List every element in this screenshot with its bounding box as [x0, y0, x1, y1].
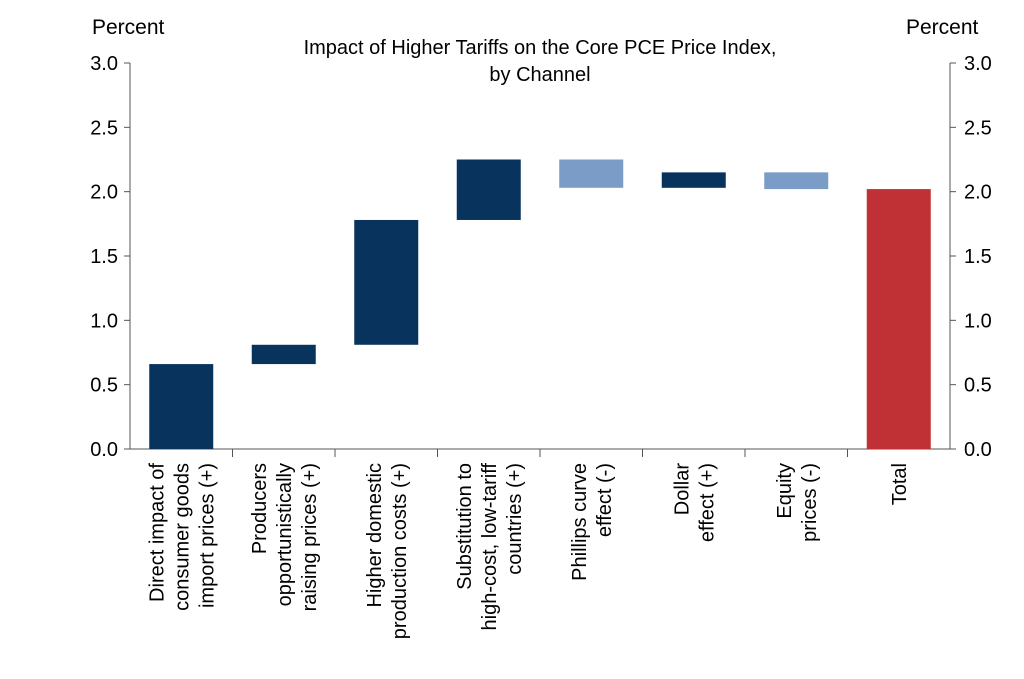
category-label-line: effect (-)	[594, 463, 616, 537]
bar-6	[661, 172, 726, 188]
category-label: Substitution to high-cost, low-tariff coun…	[454, 463, 526, 631]
bar-7	[764, 172, 829, 190]
category-label-line: Total	[889, 463, 911, 505]
category-label-line: Substitution to	[454, 463, 476, 590]
left-y-tick-label: 0.0	[90, 439, 118, 461]
right-y-tick-label: 2.5	[964, 117, 992, 139]
category-label: Higher domestic production costs (+)	[364, 463, 411, 639]
category-label-line: effect (+)	[696, 463, 718, 542]
bar-1	[149, 364, 214, 449]
left-y-tick-label: 2.5	[90, 117, 118, 139]
left-y-tick-label: 2.0	[90, 182, 118, 204]
category-label: Direct impact of consumer goods import pri…	[146, 463, 218, 611]
category-label-line: production costs (+)	[389, 463, 411, 639]
bar-5	[559, 159, 624, 188]
bar-2	[251, 344, 316, 365]
category-label-line: opportunistically	[274, 463, 296, 606]
category-label-line: Producers	[249, 463, 271, 554]
left-y-tick-label: 3.0	[90, 53, 118, 75]
bar-4	[456, 159, 521, 220]
left-y-tick-label: 0.5	[90, 375, 118, 397]
category-label: Total	[889, 463, 911, 505]
chart-title-line-2: by Channel	[489, 64, 591, 86]
category-label-line: Higher domestic	[364, 463, 386, 608]
category-label-line: Phillips curve	[569, 463, 591, 581]
category-label-line: Equity	[774, 463, 796, 519]
right-y-tick-label: 0.0	[964, 439, 992, 461]
category-label-line: countries (+)	[504, 463, 526, 575]
category-label-line: Dollar	[671, 463, 693, 516]
category-label-line: high-cost, low-tariff	[479, 463, 501, 631]
category-label-line: import prices (+)	[196, 463, 218, 608]
right-y-tick-label: 1.0	[964, 310, 992, 332]
category-label-line: raising prices (+)	[299, 463, 321, 611]
left-y-tick-label: 1.5	[90, 246, 118, 268]
right-y-tick-label: 0.5	[964, 375, 992, 397]
right-y-tick-label: 1.5	[964, 246, 992, 268]
category-label: Phillips curve effect (-)	[569, 463, 616, 581]
category-label: Producers opportunistically raising prices…	[249, 463, 321, 611]
left-y-tick-label: 1.0	[90, 310, 118, 332]
chart-title-line-1: Impact of Higher Tariffs on the Core PCE…	[303, 37, 777, 59]
category-label-line: consumer goods	[171, 463, 193, 611]
right-y-tick-label: 3.0	[964, 53, 992, 75]
category-label: Dollar effect (+)	[671, 463, 718, 542]
chart-title: Impact of Higher Tariffs on the Core PCE…	[230, 35, 850, 89]
bar-8	[866, 189, 931, 450]
category-label-line: prices (-)	[799, 463, 821, 542]
right-y-tick-label: 2.0	[964, 182, 992, 204]
category-label-line: Direct impact of	[146, 463, 168, 602]
left-axis-unit-label: Percent	[92, 16, 165, 39]
bar-3	[354, 219, 419, 345]
right-axis-unit-label: Percent	[906, 16, 979, 39]
category-label: Equity prices (-)	[774, 463, 821, 542]
